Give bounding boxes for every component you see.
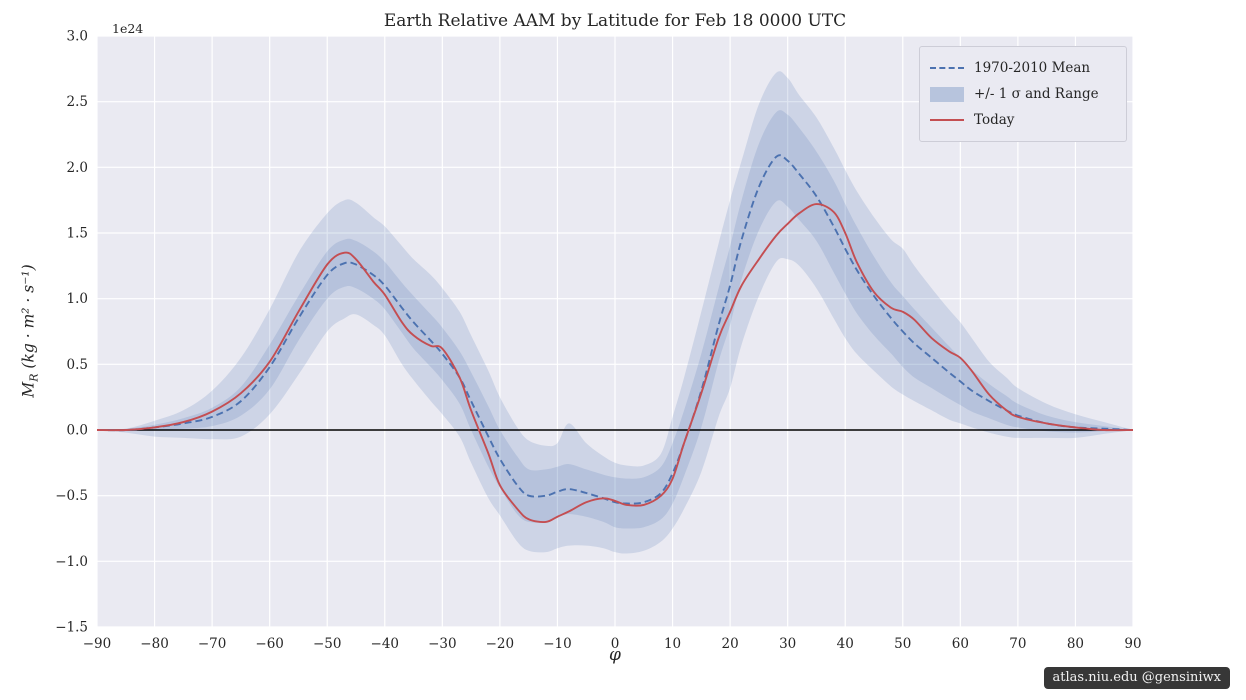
- y-axis-label: MR (kg · m² · s⁻¹): [19, 264, 40, 397]
- legend-item-mean: 1970-2010 Mean: [930, 55, 1116, 81]
- x-tick-label: −70: [198, 636, 227, 652]
- y-axis-symbol: M: [19, 381, 38, 398]
- axis-offset-label: 1e24: [112, 21, 144, 36]
- x-tick-label: −80: [140, 636, 169, 652]
- dashed-line-swatch-icon: [930, 67, 964, 69]
- x-tick-label: 60: [952, 636, 969, 652]
- x-tick-label: 80: [1067, 636, 1084, 652]
- y-axis-subscript: R: [27, 373, 41, 382]
- legend-item-band: +/- 1 σ and Range: [930, 81, 1116, 107]
- series-line-1970-2010-mean: [97, 154, 1133, 505]
- x-tick-label: 70: [1009, 636, 1026, 652]
- x-tick-label: 50: [894, 636, 911, 652]
- y-tick-label: −1.5: [55, 620, 88, 636]
- x-tick-label: 90: [1124, 636, 1141, 652]
- x-tick-label: −20: [486, 636, 515, 652]
- x-tick-label: 40: [837, 636, 854, 652]
- band-sigma: [97, 110, 1133, 529]
- x-axis-label: φ: [609, 645, 621, 665]
- legend-label-today: Today: [974, 112, 1015, 128]
- x-tick-label: 20: [722, 636, 739, 652]
- x-tick-label: −90: [83, 636, 112, 652]
- y-tick-label: −1.0: [55, 554, 88, 570]
- y-tick-label: 2.5: [67, 94, 88, 110]
- band-patch-swatch-icon: [930, 86, 964, 102]
- chart-title: Earth Relative AAM by Latitude for Feb 1…: [383, 11, 847, 31]
- x-tick-label: 30: [779, 636, 796, 652]
- x-tick-label: −40: [371, 636, 400, 652]
- series-line-today: [97, 203, 1133, 523]
- y-tick-label: 0.5: [67, 357, 88, 373]
- y-tick-label: 3.0: [67, 29, 88, 45]
- y-axis-units: (kg · m² · s⁻¹): [19, 264, 38, 374]
- x-tick-label: 10: [664, 636, 681, 652]
- x-tick-label: 0: [611, 636, 620, 652]
- legend-label-mean: 1970-2010 Mean: [974, 60, 1091, 76]
- y-tick-label: 1.5: [67, 226, 88, 242]
- legend: 1970-2010 Mean +/- 1 σ and Range Today: [919, 46, 1127, 142]
- watermark: atlas.niu.edu @gensiniwx: [1043, 667, 1230, 689]
- legend-label-band: +/- 1 σ and Range: [974, 86, 1099, 102]
- y-tick-label: 2.0: [67, 160, 88, 176]
- legend-item-today: Today: [930, 107, 1116, 133]
- solid-line-swatch-icon: [930, 119, 964, 121]
- band-range: [97, 71, 1133, 554]
- y-tick-label: 0.0: [67, 423, 88, 439]
- y-tick-label: −0.5: [55, 488, 88, 504]
- x-tick-label: −60: [255, 636, 284, 652]
- x-tick-label: −10: [543, 636, 572, 652]
- y-tick-label: 1.0: [67, 291, 88, 307]
- x-tick-label: −30: [428, 636, 457, 652]
- x-tick-label: −50: [313, 636, 342, 652]
